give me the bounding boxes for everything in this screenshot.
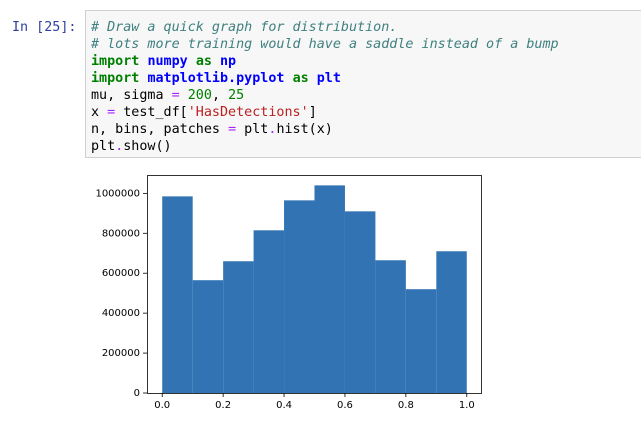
code-token: plt — [317, 71, 341, 86]
y-tick-label: 600000 — [102, 268, 140, 279]
bar — [284, 200, 315, 393]
bar — [253, 230, 285, 393]
code-line: x = test_df['HasDetections'] — [91, 105, 317, 120]
x-tick-label: 0.8 — [398, 400, 414, 411]
code-token — [139, 54, 147, 69]
axes-frame — [147, 175, 482, 394]
code-token: # lots more training would have a saddle… — [90, 37, 559, 52]
code-line: # lots more training would have a saddle… — [90, 37, 559, 52]
bar — [344, 211, 376, 393]
code-token: # Draw a quick graph for distribution. — [90, 20, 397, 35]
code-token: . — [268, 122, 276, 137]
code-token: = — [172, 88, 180, 103]
bar — [314, 185, 345, 393]
code-token — [285, 71, 293, 86]
x-tick-label: 0.0 — [154, 400, 170, 411]
code-line: n, bins, patches = plt.hist(x) — [91, 122, 333, 137]
code-cell[interactable] — [85, 10, 641, 158]
code-line: import matplotlib.pyplot as plt — [91, 70, 341, 86]
code-token: 'HasDetections' — [188, 105, 309, 120]
code-token: plt — [91, 139, 115, 154]
bar — [162, 196, 193, 393]
y-tick-label: 400000 — [102, 308, 140, 319]
code-token: n, bins, patches — [91, 122, 228, 137]
code-token — [139, 71, 147, 86]
code-token — [188, 54, 196, 69]
code-line: import numpy as np — [91, 53, 236, 69]
y-tick-label: 800000 — [102, 228, 140, 239]
code-token: import — [91, 70, 139, 86]
code-token: = — [228, 122, 236, 137]
code-token: as — [196, 54, 212, 69]
code-token: import — [91, 53, 139, 69]
x-tick-label: 0.2 — [215, 400, 231, 411]
code-line: mu, sigma = 200, 25 — [91, 88, 244, 103]
code-token: 25 — [228, 88, 244, 103]
code-token: matplotlib.pyplot — [147, 70, 284, 86]
code-token: . — [115, 139, 123, 154]
x-tick-label: 0.6 — [337, 400, 353, 411]
bar — [375, 260, 406, 393]
code-token: show() — [123, 139, 171, 154]
code-token: numpy — [147, 54, 187, 69]
code-token: , — [212, 88, 228, 103]
x-tick-label: 0.4 — [276, 400, 292, 411]
code-token: = — [107, 105, 115, 120]
code-token — [180, 88, 188, 103]
code-token: np — [220, 54, 236, 69]
code-token: test_df[ — [115, 105, 188, 120]
bar — [223, 261, 254, 393]
bar — [192, 280, 224, 393]
code-token: hist(x) — [276, 122, 332, 137]
code-token — [309, 71, 317, 86]
code-token: 200 — [188, 88, 212, 103]
y-tick-label: 0 — [134, 388, 140, 399]
bar — [405, 289, 437, 393]
code-line: # Draw a quick graph for distribution. — [90, 20, 397, 35]
code-token: as — [293, 71, 309, 86]
y-tick-label: 1000000 — [95, 188, 140, 199]
code-token: mu, sigma — [91, 88, 172, 103]
code-token: ] — [309, 105, 317, 120]
code-token: plt — [236, 122, 268, 137]
code-line: plt.show() — [91, 139, 172, 154]
y-tick-label: 200000 — [102, 348, 140, 359]
prompt: In [25]: — [12, 20, 77, 35]
x-tick-label: 1.0 — [459, 400, 475, 411]
code-token — [212, 54, 220, 69]
code-token: x — [91, 105, 107, 120]
bar — [436, 251, 467, 393]
